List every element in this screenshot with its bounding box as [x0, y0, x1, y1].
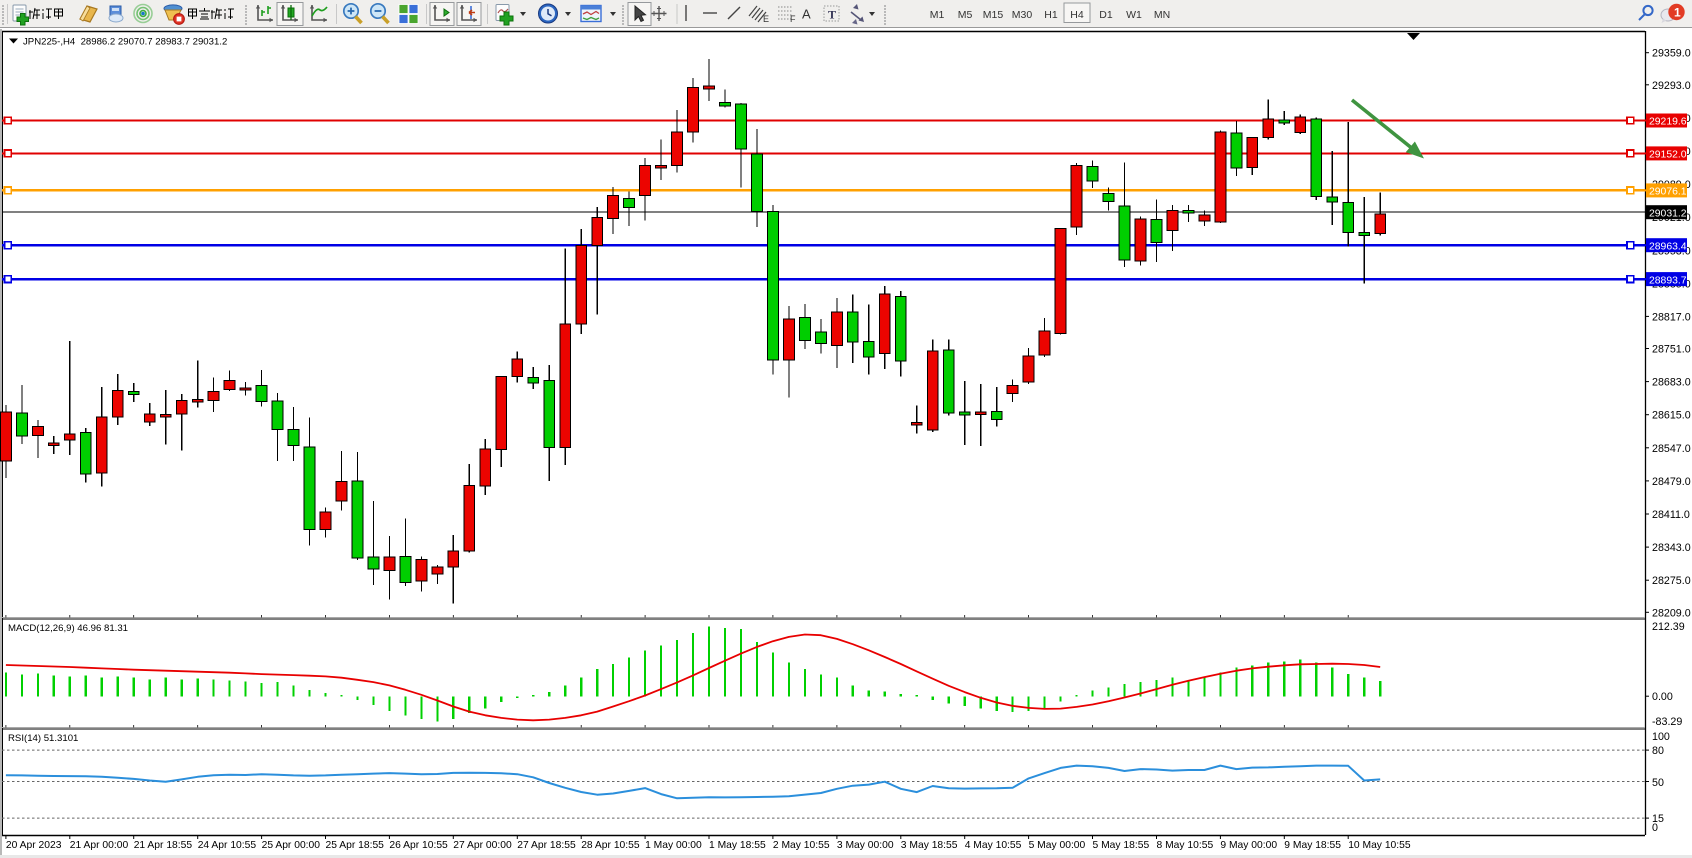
- svg-text:1: 1: [1674, 6, 1681, 20]
- svg-text:M1: M1: [930, 9, 945, 21]
- svg-text:T: T: [828, 8, 836, 22]
- svg-text:29359.0: 29359.0: [1652, 48, 1691, 60]
- svg-text:9 May 18:55: 9 May 18:55: [1284, 840, 1341, 851]
- svg-text:25 Apr 00:00: 25 Apr 00:00: [262, 840, 321, 851]
- svg-text:2 May 10:55: 2 May 10:55: [773, 840, 830, 851]
- svg-text:3 May 18:55: 3 May 18:55: [901, 840, 958, 851]
- svg-text:28209.0: 28209.0: [1652, 607, 1691, 619]
- svg-text:M15: M15: [983, 9, 1004, 21]
- svg-text:212.39: 212.39: [1652, 621, 1685, 633]
- svg-text:M30: M30: [1012, 9, 1033, 21]
- svg-text:29076.1: 29076.1: [1649, 187, 1687, 198]
- svg-text:28683.0: 28683.0: [1652, 377, 1691, 389]
- svg-text:27 Apr 00:00: 27 Apr 00:00: [453, 840, 512, 851]
- svg-text:-83.29: -83.29: [1652, 716, 1682, 728]
- svg-text:5 May 00:00: 5 May 00:00: [1029, 840, 1086, 851]
- svg-text:28275.0: 28275.0: [1652, 575, 1691, 587]
- svg-text:24 Apr 10:55: 24 Apr 10:55: [198, 840, 257, 851]
- svg-text:50: 50: [1652, 777, 1664, 789]
- svg-text:29031.2: 29031.2: [1649, 208, 1687, 219]
- svg-text:28479.0: 28479.0: [1652, 476, 1691, 488]
- svg-text:9 May 00:00: 9 May 00:00: [1220, 840, 1277, 851]
- svg-text:MACD(12,26,9) 46.96 81.31: MACD(12,26,9) 46.96 81.31: [8, 623, 128, 634]
- svg-text:29152.0: 29152.0: [1649, 150, 1687, 161]
- svg-text:H4: H4: [1070, 9, 1084, 21]
- svg-text:F: F: [790, 14, 796, 24]
- svg-text:1 May 00:00: 1 May 00:00: [645, 840, 702, 851]
- svg-text:28893.7: 28893.7: [1649, 275, 1687, 286]
- svg-text:0.00: 0.00: [1652, 691, 1673, 703]
- svg-text:25 Apr 18:55: 25 Apr 18:55: [326, 840, 385, 851]
- svg-text:27 Apr 18:55: 27 Apr 18:55: [517, 840, 576, 851]
- svg-text:RSI(14) 51.3101: RSI(14) 51.3101: [8, 733, 78, 744]
- svg-text:28817.0: 28817.0: [1652, 311, 1691, 323]
- svg-text:28615.0: 28615.0: [1652, 410, 1691, 422]
- svg-text:21 Apr 00:00: 21 Apr 00:00: [70, 840, 129, 851]
- svg-text:21 Apr 18:55: 21 Apr 18:55: [134, 840, 193, 851]
- svg-text:E: E: [763, 14, 769, 24]
- svg-text:29219.6: 29219.6: [1649, 117, 1687, 128]
- svg-text:4 May 10:55: 4 May 10:55: [965, 840, 1022, 851]
- svg-text:20 Apr 2023: 20 Apr 2023: [6, 840, 62, 851]
- svg-text:W1: W1: [1126, 9, 1142, 21]
- svg-text:15: 15: [1652, 813, 1664, 825]
- svg-text:28343.0: 28343.0: [1652, 542, 1691, 554]
- svg-text:H1: H1: [1044, 9, 1058, 21]
- svg-text:28411.0: 28411.0: [1652, 509, 1690, 521]
- svg-text:80: 80: [1652, 745, 1664, 757]
- svg-text:26 Apr 10:55: 26 Apr 10:55: [389, 840, 448, 851]
- svg-text:10 May 10:55: 10 May 10:55: [1348, 840, 1411, 851]
- svg-text:0: 0: [1652, 822, 1658, 834]
- svg-text:28547.0: 28547.0: [1652, 443, 1691, 455]
- svg-text:JPN225-,H4 28986.2 29070.7 28: JPN225-,H4 28986.2 29070.7 28983.7 29031…: [23, 37, 227, 48]
- svg-text:28963.4: 28963.4: [1649, 241, 1687, 252]
- svg-text:100: 100: [1652, 731, 1670, 743]
- svg-text:A: A: [802, 7, 811, 22]
- svg-text:28 Apr 10:55: 28 Apr 10:55: [581, 840, 640, 851]
- svg-text:28751.0: 28751.0: [1652, 344, 1691, 356]
- svg-text:29293.0: 29293.0: [1652, 80, 1691, 92]
- svg-text:1 May 18:55: 1 May 18:55: [709, 840, 766, 851]
- svg-text:3 May 00:00: 3 May 00:00: [837, 840, 894, 851]
- svg-text:D1: D1: [1099, 9, 1113, 21]
- svg-text:5 May 18:55: 5 May 18:55: [1093, 840, 1150, 851]
- svg-text:M5: M5: [958, 9, 973, 21]
- svg-text:MN: MN: [1154, 9, 1170, 21]
- svg-text:8 May 10:55: 8 May 10:55: [1157, 840, 1214, 851]
